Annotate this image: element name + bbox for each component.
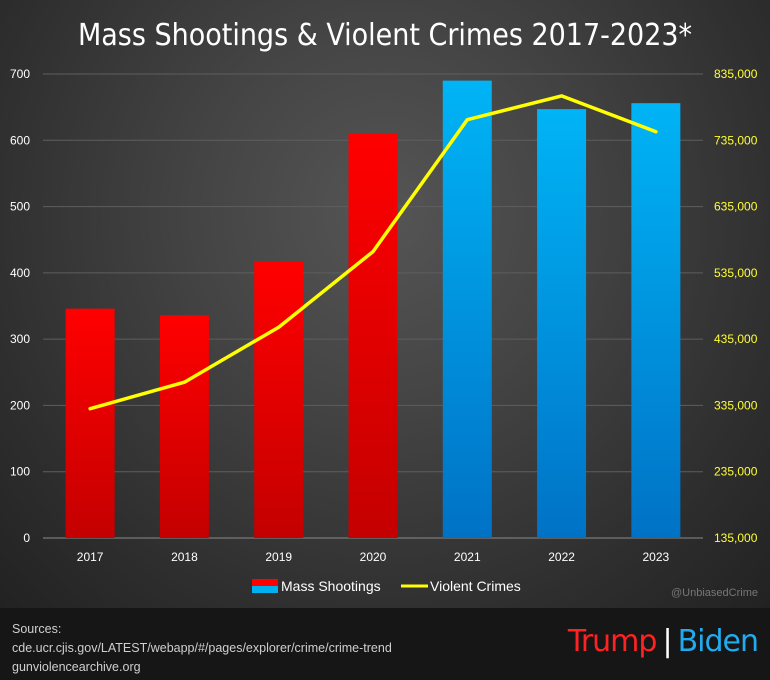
watermark: @UnbiasedCrime [671, 587, 758, 599]
legend: Mass Shootings Violent Crimes [252, 578, 521, 594]
source-link[interactable]: cde.ucr.cjis.gov/LATEST/webapp/#/pages/e… [12, 641, 392, 655]
right-tick-label: 135,000 [714, 531, 758, 545]
left-tick-label: 400 [10, 266, 30, 280]
sources-heading: Sources: [12, 622, 62, 636]
right-tick-label: 735,000 [714, 133, 758, 147]
legend-label-mass-shootings: Mass Shootings [281, 578, 381, 594]
x-tick-label: 2023 [643, 550, 670, 564]
left-tick-label: 700 [10, 67, 30, 81]
violent-crimes-line [88, 94, 658, 411]
left-axis: 0 100 200 300 400 500 600 700 [10, 67, 30, 545]
x-tick-label: 2018 [171, 550, 198, 564]
bar [537, 109, 587, 538]
biden-label: Biden [677, 624, 759, 659]
party-separator: | [662, 624, 672, 659]
bar [348, 133, 398, 538]
bar [442, 80, 492, 538]
x-tick-label: 2020 [360, 550, 387, 564]
right-tick-label: 335,000 [714, 398, 758, 412]
left-tick-label: 100 [10, 465, 30, 479]
x-axis: 2017 2018 2019 2020 2021 2022 2023 [77, 550, 670, 564]
legend-swatch-trump [252, 579, 278, 586]
right-tick-label: 635,000 [714, 200, 758, 214]
right-tick-label: 535,000 [714, 266, 758, 280]
left-tick-label: 0 [23, 531, 30, 545]
source-link[interactable]: gunviolencearchive.org [12, 660, 141, 674]
sources: Sources: cde.ucr.cjis.gov/LATEST/webapp/… [12, 620, 392, 677]
left-tick-label: 600 [10, 133, 30, 147]
chart-area: Mass Shootings & Violent Crimes 2017-202… [0, 0, 770, 608]
footer: Sources: cde.ucr.cjis.gov/LATEST/webapp/… [0, 608, 770, 680]
trump-label: Trump [567, 624, 658, 659]
left-tick-label: 300 [10, 332, 30, 346]
legend-label-violent-crimes: Violent Crimes [430, 578, 521, 594]
legend-swatch-biden [252, 586, 278, 593]
legend-item-violent-crimes: Violent Crimes [401, 578, 521, 594]
bar-series [65, 80, 681, 538]
bar [631, 103, 681, 538]
x-tick-label: 2021 [454, 550, 481, 564]
x-tick-label: 2019 [265, 550, 292, 564]
right-axis: 135,000 235,000 335,000 435,000 535,000 635,0… [714, 67, 758, 545]
right-tick-label: 235,000 [714, 465, 758, 479]
bar [159, 315, 209, 538]
right-tick-label: 435,000 [714, 332, 758, 346]
party-key: Trump | Biden [567, 624, 759, 659]
left-tick-label: 200 [10, 398, 30, 412]
bar [254, 261, 304, 538]
chart-title: Mass Shootings & Violent Crimes 2017-202… [78, 18, 692, 53]
x-tick-label: 2022 [548, 550, 575, 564]
line-series [88, 94, 658, 411]
bar [65, 308, 115, 538]
right-tick-label: 835,000 [714, 67, 758, 81]
x-tick-label: 2017 [77, 550, 104, 564]
legend-item-mass-shootings: Mass Shootings [252, 578, 381, 594]
left-tick-label: 500 [10, 200, 30, 214]
combo-chart: Mass Shootings & Violent Crimes 2017-202… [10, 18, 758, 599]
